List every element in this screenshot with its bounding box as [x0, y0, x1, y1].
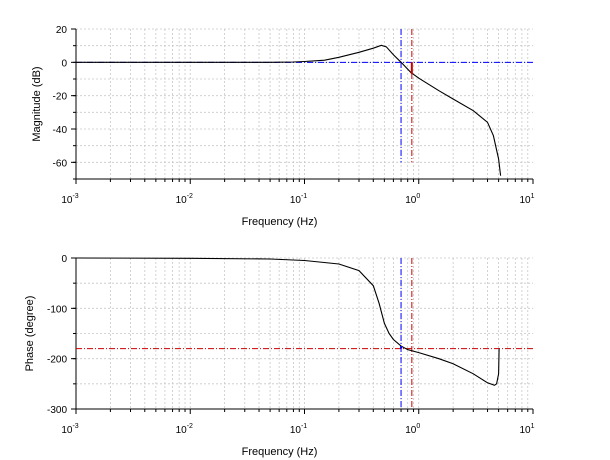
mag-x-tick-label: 101: [519, 193, 534, 206]
mag-y-tick-label: -60: [53, 158, 68, 169]
phase-x-tick-label: 100: [405, 423, 420, 436]
phase-y-axis-label: Phase (degree): [24, 296, 36, 372]
phase-x-tick-label: 10-2: [176, 423, 193, 436]
phase-x-tick-label: 10-3: [61, 423, 78, 436]
mag-x-axis-label: Frequency (Hz): [242, 216, 318, 228]
phase-x-tick-label: 10-1: [290, 423, 307, 436]
mag-y-tick-label: -20: [53, 92, 68, 103]
mag-y-tick-label: 0: [61, 58, 67, 69]
mag-x-tick-label: 100: [405, 193, 420, 206]
mag-y-axis-label: Magnitude (dB): [31, 66, 43, 141]
phase-x-axis-label: Frequency (Hz): [242, 446, 318, 458]
mag-y-tick-label: -40: [53, 125, 68, 136]
mag-response-curve: [76, 44, 502, 176]
phase-y-tick-label: -200: [47, 355, 67, 366]
mag-y-tick-label: 20: [56, 25, 68, 36]
mag-x-tick-label: 10-2: [176, 193, 193, 206]
phase-y-tick-label: -300: [47, 405, 67, 416]
phase-y-tick-label: -100: [47, 304, 67, 315]
phase-response-curve: [75, 257, 500, 386]
phase-panel: 10-3 10-2 10-1 100 101 0 -100 -200 -300 Frequency…: [24, 254, 535, 458]
mag-x-tick-label: 10-1: [290, 193, 307, 206]
phase-y-tick-label: 0: [61, 254, 67, 265]
mag-x-tick-label: 10-3: [61, 193, 78, 206]
phase-x-tick-label: 101: [519, 423, 534, 436]
magnitude-panel: 10-3 10-2 10-1 100 101 20 0 -20 -40 -60 Frequency …: [31, 25, 535, 228]
